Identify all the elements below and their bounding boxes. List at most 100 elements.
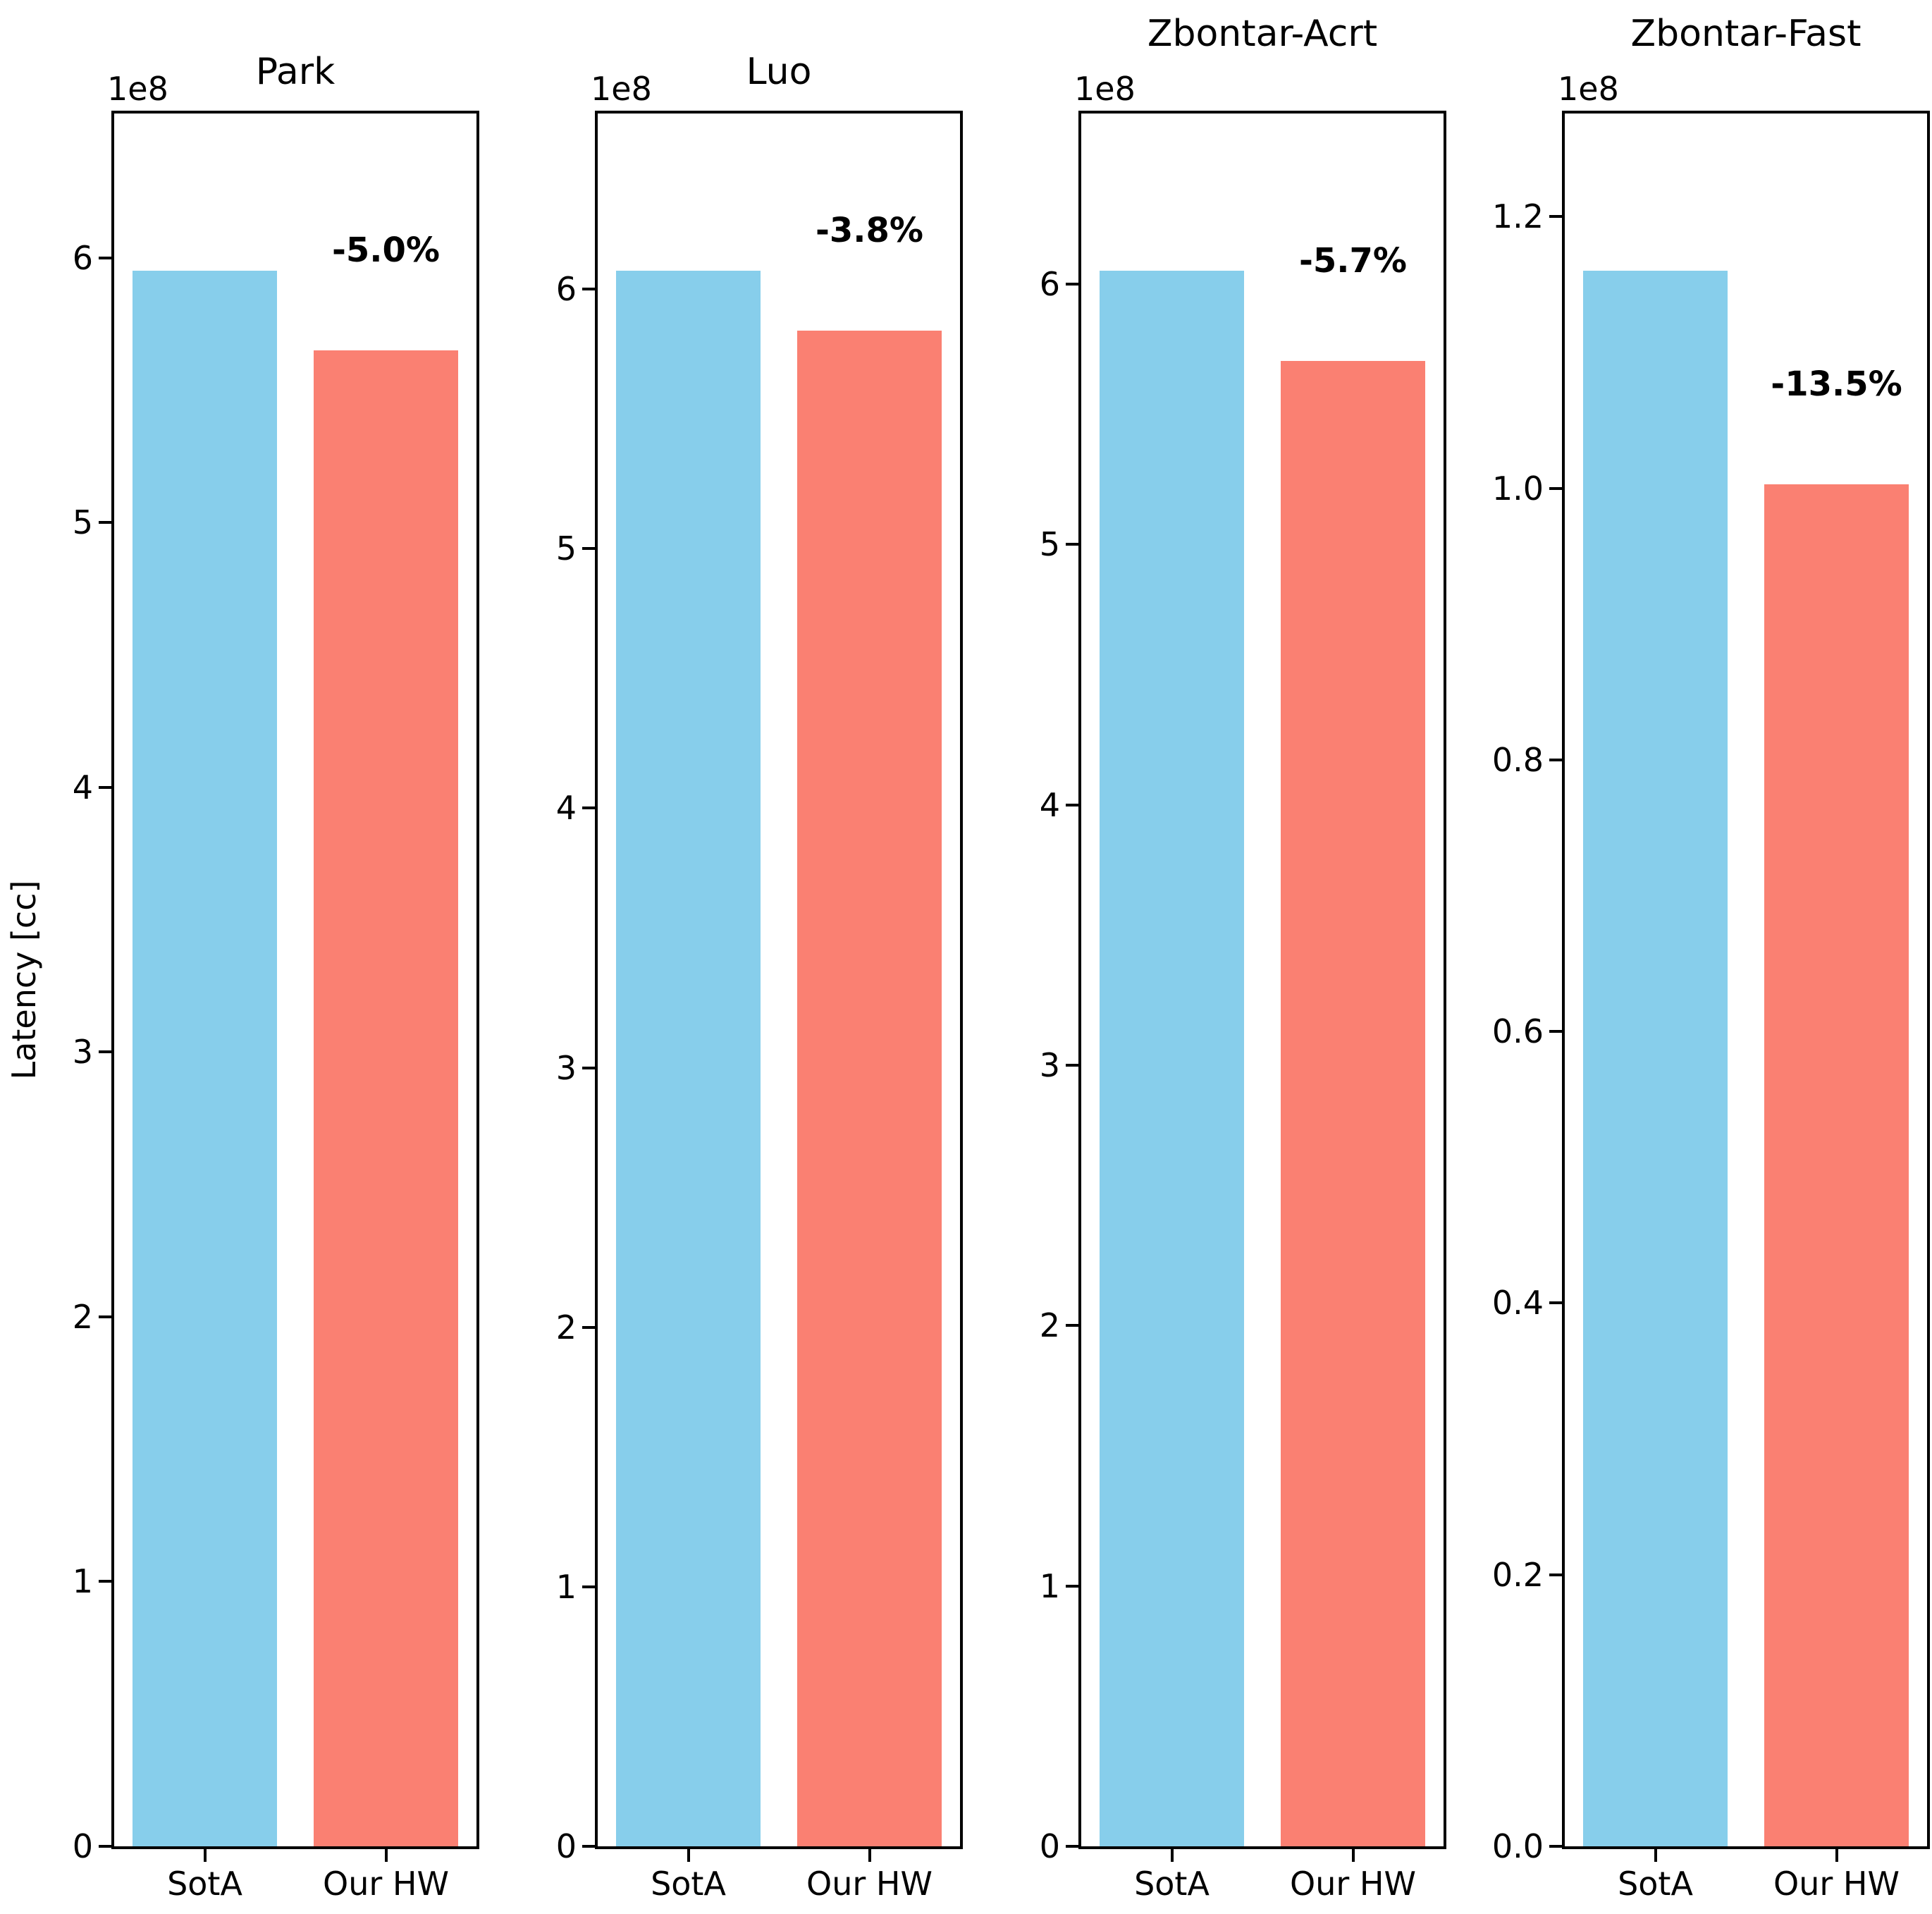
y-axis-offset-label: 1e8 xyxy=(1074,70,1136,108)
y-tick-mark xyxy=(1549,1845,1562,1848)
bar-sota xyxy=(615,271,761,1846)
panel-title: Park xyxy=(255,51,336,94)
panel-title: Zbontar-Fast xyxy=(1630,13,1862,56)
y-tick-label: 3 xyxy=(1039,1045,1060,1084)
axes-zbontar-acrt: 0 1 2 3 4 5 6 SotA Our HW -5.7% xyxy=(1040,111,1446,1900)
axes-zbontar-fast: 0.0 0.2 0.4 0.6 0.8 1.0 1.2 SotA Our HW -13.5% xyxy=(1492,111,1930,1900)
y-tick-mark xyxy=(1066,282,1078,286)
y-tick-label: 0 xyxy=(72,1827,93,1865)
y-tick-label: 1 xyxy=(72,1562,93,1601)
reduction-annotation: -5.7% xyxy=(1298,240,1408,281)
y-tick-label: 6 xyxy=(72,238,93,277)
reduction-annotation: -3.8% xyxy=(815,211,924,251)
y-axis-offset-label: 1e8 xyxy=(591,70,652,108)
bar-our-hw xyxy=(1764,484,1909,1846)
y-tick-mark xyxy=(582,806,595,810)
y-tick-mark xyxy=(99,1580,111,1583)
y-tick-label: 6 xyxy=(555,270,577,309)
y-tick-mark xyxy=(582,1585,595,1588)
y-axis-offset-label: 1e8 xyxy=(1558,70,1619,108)
y-tick-label: 0 xyxy=(1039,1827,1060,1865)
y-tick-label: 4 xyxy=(1039,785,1060,824)
axes-park: 0 1 2 3 4 5 6 SotA Our HW -5.0% xyxy=(73,111,479,1900)
y-tick-label: 0.2 xyxy=(1491,1555,1544,1594)
y-tick-label: 4 xyxy=(72,768,93,806)
bar-our-hw xyxy=(796,331,942,1846)
y-tick-label: 0.6 xyxy=(1491,1012,1544,1051)
reduction-annotation: -13.5% xyxy=(1771,364,1902,404)
y-tick-mark xyxy=(1066,543,1078,546)
y-tick-mark xyxy=(1549,1573,1562,1576)
y-tick-label: 3 xyxy=(555,1048,577,1087)
bar-our-hw xyxy=(313,350,459,1846)
y-tick-mark xyxy=(582,1066,595,1069)
x-tick-mark xyxy=(203,1849,207,1862)
y-tick-label: 6 xyxy=(1039,264,1060,303)
x-tick-label-sota: SotA xyxy=(1134,1865,1210,1903)
bar-sota xyxy=(132,271,278,1846)
x-tick-mark xyxy=(1654,1849,1657,1862)
y-tick-label: 5 xyxy=(1039,525,1060,564)
y-tick-mark xyxy=(1066,1063,1078,1067)
x-tick-mark xyxy=(687,1849,690,1862)
y-tick-mark xyxy=(1066,1324,1078,1327)
y-tick-mark xyxy=(1066,1584,1078,1588)
y-tick-mark xyxy=(1066,1845,1078,1848)
panel-park: Park 1e8 0 1 2 3 4 5 6 SotA Our HW -5.0% xyxy=(73,51,479,1900)
y-tick-mark xyxy=(1549,1301,1562,1305)
reduction-annotation: -5.0% xyxy=(331,231,441,271)
y-tick-mark xyxy=(1549,1030,1562,1033)
bar-sota xyxy=(1099,271,1245,1846)
y-tick-label: 1 xyxy=(1039,1566,1060,1605)
y-tick-mark xyxy=(99,256,111,259)
y-tick-mark xyxy=(99,521,111,524)
y-tick-mark xyxy=(582,1325,595,1329)
y-tick-mark xyxy=(1549,215,1562,219)
x-tick-mark xyxy=(868,1849,871,1862)
y-tick-label: 2 xyxy=(555,1308,577,1346)
axes-luo: 0 1 2 3 4 5 6 SotA Our HW -3.8% xyxy=(556,111,963,1900)
x-tick-label-our-hw: Our HW xyxy=(806,1865,933,1903)
x-tick-label-our-hw: Our HW xyxy=(1773,1865,1900,1903)
subplot-row: Park 1e8 0 1 2 3 4 5 6 SotA Our HW -5.0% Luo 1e8 0 1 2 3 4… xyxy=(73,13,1930,1900)
panel-title: Zbontar-Acrt xyxy=(1147,13,1378,56)
y-tick-label: 1.2 xyxy=(1491,197,1544,236)
y-tick-mark xyxy=(1549,758,1562,761)
y-tick-label: 4 xyxy=(555,789,577,828)
y-tick-label: 0.8 xyxy=(1491,740,1544,779)
x-tick-label-sota: SotA xyxy=(1618,1865,1693,1903)
x-tick-label-sota: SotA xyxy=(167,1865,242,1903)
y-tick-mark xyxy=(99,1845,111,1848)
y-tick-label: 2 xyxy=(72,1297,93,1336)
x-tick-mark xyxy=(1835,1849,1838,1862)
y-tick-mark xyxy=(582,1845,595,1848)
x-tick-label-sota: SotA xyxy=(651,1865,726,1903)
x-tick-mark xyxy=(384,1849,388,1862)
y-tick-mark xyxy=(1066,803,1078,806)
y-tick-label: 1.0 xyxy=(1491,469,1544,508)
panel-zbontar-fast: Zbontar-Fast 1e8 0.0 0.2 0.4 0.6 0.8 1.0 1.2 SotA… xyxy=(1492,13,1930,1900)
x-tick-label-our-hw: Our HW xyxy=(1290,1865,1416,1903)
panel-luo: Luo 1e8 0 1 2 3 4 5 6 SotA Our HW -3.8% xyxy=(556,51,963,1900)
y-tick-mark xyxy=(1549,486,1562,490)
y-tick-label: 2 xyxy=(1039,1306,1060,1345)
y-tick-mark xyxy=(99,1050,111,1054)
y-tick-mark xyxy=(99,785,111,789)
x-tick-mark xyxy=(1351,1849,1355,1862)
x-tick-mark xyxy=(1170,1849,1174,1862)
panel-title: Luo xyxy=(746,51,812,94)
y-tick-mark xyxy=(582,288,595,291)
y-tick-label: 5 xyxy=(72,503,93,542)
y-tick-mark xyxy=(582,547,595,551)
y-axis-offset-label: 1e8 xyxy=(107,70,168,108)
y-tick-mark xyxy=(99,1315,111,1318)
panel-zbontar-acrt: Zbontar-Acrt 1e8 0 1 2 3 4 5 6 SotA Our HW -5.7% xyxy=(1040,13,1446,1900)
y-axis-label: Latency [cc] xyxy=(5,880,43,1080)
y-tick-label: 0.4 xyxy=(1491,1284,1544,1323)
bar-our-hw xyxy=(1280,360,1426,1846)
y-tick-label: 1 xyxy=(555,1567,577,1606)
y-tick-label: 5 xyxy=(555,529,577,568)
x-tick-label-our-hw: Our HW xyxy=(323,1865,449,1903)
y-tick-label: 3 xyxy=(72,1033,93,1072)
